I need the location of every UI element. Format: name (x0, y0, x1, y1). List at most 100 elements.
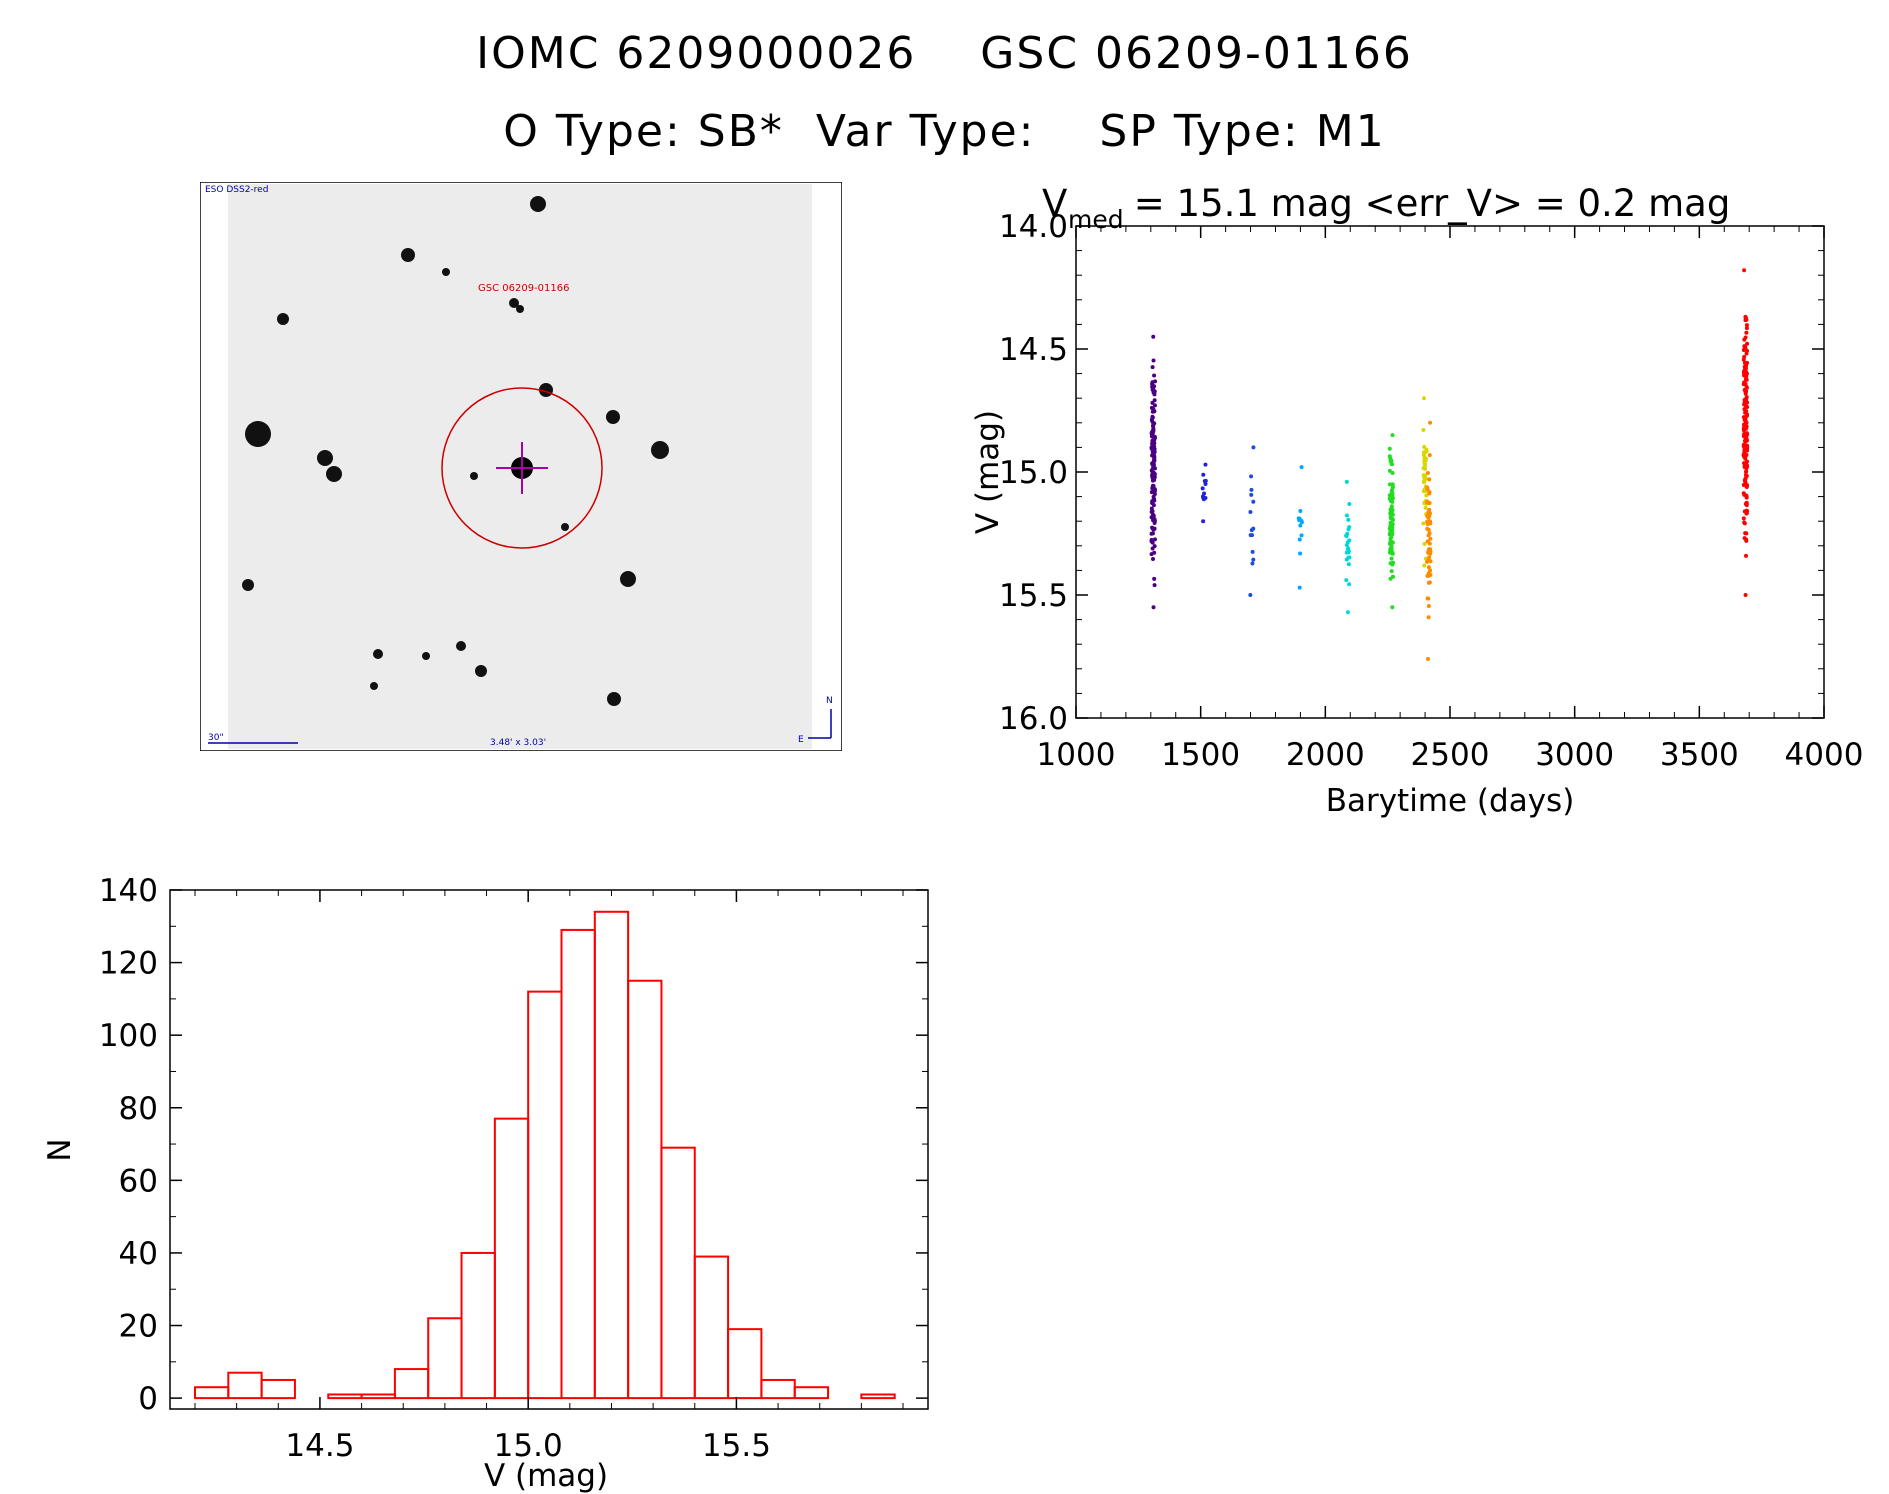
light-curve-point (1347, 525, 1352, 530)
light-curve-point (1297, 516, 1302, 521)
light-curve-point (1743, 501, 1748, 506)
light-curve-point (1149, 537, 1154, 542)
light-curve-point (1428, 551, 1433, 556)
finder-star (561, 523, 569, 531)
light-curve-point (1250, 561, 1255, 566)
light-curve-point (1152, 403, 1157, 408)
light-curve-point (1391, 560, 1396, 565)
light-curve-point (1422, 541, 1427, 546)
finder-star (475, 665, 487, 677)
light-curve-point (1742, 520, 1747, 525)
histogram-bar (360, 1393, 396, 1400)
light-curve-point (1201, 519, 1206, 524)
light-curve-point (1149, 515, 1154, 520)
light-curve-point (1744, 323, 1749, 328)
light-curve-point (1743, 391, 1748, 396)
light-curve-point (1387, 482, 1392, 487)
light-curve-point (1149, 405, 1154, 410)
light-curve-point (1426, 604, 1431, 609)
light-curve-point (1299, 533, 1304, 538)
light-curve-point (1389, 504, 1394, 509)
histogram-xlabel: V (mag) (484, 1458, 608, 1494)
finder-star (317, 450, 333, 466)
scale-label: 30" (208, 733, 224, 743)
light-curve-point (1425, 596, 1430, 601)
light-curve-point (1299, 520, 1304, 525)
light-curve-point (1744, 538, 1749, 543)
light-curve-point (1297, 585, 1302, 590)
histogram-bar (760, 1378, 796, 1400)
compass-east-label: E (798, 735, 804, 745)
light-curve-point (1742, 454, 1747, 459)
light-curve-point (1427, 477, 1432, 482)
histogram-xtick-label: 14.5 (285, 1428, 354, 1464)
light-curve-point (1150, 381, 1155, 386)
histogram-bar (260, 1378, 296, 1400)
header-subtitle: O Type: SB* Var Type: SP Type: M1 (503, 106, 1386, 157)
target-circle (441, 387, 603, 549)
light-curve-xtick-label: 1000 (1037, 737, 1116, 773)
finder-star (442, 268, 450, 276)
light-curve-point (1152, 498, 1157, 503)
light-curve-point (1152, 454, 1157, 459)
light-curve-point (1741, 516, 1746, 521)
light-curve-point (1428, 420, 1433, 425)
light-curve-point (1299, 465, 1304, 470)
light-curve-point (1423, 505, 1428, 510)
light-curve-point (1387, 468, 1392, 473)
light-curve-point (1151, 390, 1156, 395)
histogram-bar (793, 1386, 830, 1400)
light-curve-point (1344, 557, 1349, 562)
light-curve-point (1388, 576, 1393, 581)
light-curve-ytick-label: 15.5 (999, 578, 1068, 614)
finder-star (516, 305, 524, 313)
light-curve-point (1344, 479, 1349, 484)
light-curve-point (1426, 533, 1431, 538)
light-curve-point (1150, 384, 1155, 389)
histogram-bar (193, 1386, 230, 1400)
light-curve-point (1427, 580, 1432, 585)
light-curve-point (1203, 478, 1208, 483)
light-curve-point (1428, 521, 1433, 526)
histogram-ytick-label: 140 (99, 873, 158, 909)
light-curve-point (1427, 490, 1432, 495)
light-curve-point (1388, 496, 1393, 501)
light-curve-point (1742, 268, 1747, 273)
light-curve-point (1346, 517, 1351, 522)
histogram-ytick-label: 20 (119, 1309, 158, 1345)
finder-star (401, 248, 415, 262)
histogram-bar (493, 1117, 530, 1400)
light-curve-point (1425, 526, 1430, 531)
light-curve-point (1250, 549, 1255, 554)
light-curve-point (1298, 551, 1303, 556)
light-curve-point (1744, 412, 1749, 417)
finder-star (456, 641, 466, 651)
light-curve-point (1200, 486, 1205, 491)
light-curve-point (1744, 431, 1749, 436)
light-curve-point (1251, 445, 1256, 450)
light-curve-point (1150, 509, 1155, 514)
finder-star (470, 472, 478, 480)
histogram-bar (660, 1146, 696, 1400)
light-curve-point (1347, 502, 1352, 507)
light-curve-point (1150, 473, 1155, 478)
light-curve-point (1251, 499, 1256, 504)
light-curve-point (1745, 463, 1750, 468)
light-curve-point (1745, 446, 1750, 451)
light-curve-point (1387, 446, 1392, 451)
light-curve-point (1153, 537, 1158, 542)
histogram-ytick-label: 0 (138, 1381, 158, 1417)
light-curve-point (1249, 474, 1254, 479)
light-curve-point (1742, 369, 1747, 374)
light-curve-point (1390, 551, 1395, 556)
light-curve-point (1743, 335, 1748, 340)
finder-star (242, 579, 254, 591)
light-curve-point (1426, 514, 1431, 519)
light-curve-xtick-label: 3000 (1535, 737, 1614, 773)
target-label: GSC 06209-01166 (478, 283, 570, 294)
light-curve-point (1150, 556, 1155, 561)
header-title: IOMC 6209000026 GSC 06209-01166 (476, 28, 1413, 79)
light-curve-point (1389, 521, 1394, 526)
light-curve-point (1742, 425, 1747, 430)
light-curve-point (1151, 463, 1156, 468)
